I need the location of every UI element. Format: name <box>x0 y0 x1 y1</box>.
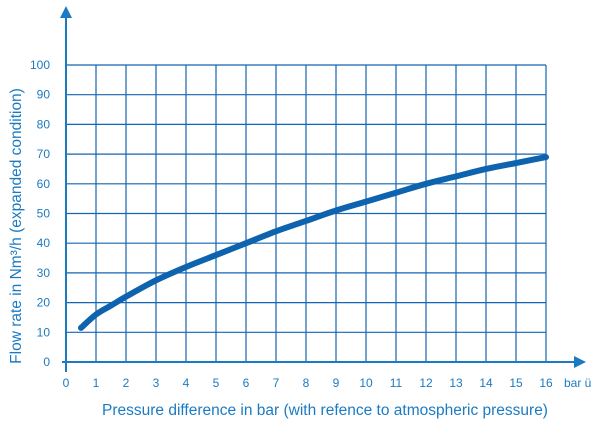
series-group <box>78 154 549 331</box>
x-tick-label: 13 <box>449 376 463 390</box>
x-tick-label: 2 <box>123 376 130 390</box>
y-tick-label: 30 <box>37 266 51 280</box>
y-tick-label: 100 <box>30 58 50 72</box>
y-tick-label: 80 <box>37 117 51 131</box>
x-tick-label: 5 <box>213 376 220 390</box>
x-unit-label: bar ü <box>564 376 591 390</box>
y-tick-label: 10 <box>37 325 51 339</box>
y-tick-label: 40 <box>37 236 51 250</box>
x-tick-label: 4 <box>183 376 190 390</box>
grid <box>65 64 547 363</box>
y-tick-label: 50 <box>37 207 51 221</box>
x-axis-title: Pressure difference in bar (with refence… <box>102 402 548 419</box>
y-tick-label: 90 <box>37 88 51 102</box>
x-tick-label: 16 <box>539 376 553 390</box>
x-tick-label: 6 <box>243 376 250 390</box>
x-tick-label: 7 <box>273 376 280 390</box>
x-tick-label: 11 <box>390 376 403 390</box>
y-tick-label: 70 <box>37 147 51 161</box>
y-tick-label: 0 <box>43 355 50 369</box>
y-tick-labels: 0 10 20 30 40 50 60 70 80 90 100 <box>30 58 50 369</box>
x-tick-label: 0 <box>63 376 70 390</box>
y-axis-title: Flow rate in Nm³/h (expanded condition) <box>8 88 25 364</box>
x-tick-label: 3 <box>153 376 160 390</box>
x-tick-label: 8 <box>303 376 310 390</box>
y-tick-label: 60 <box>37 177 51 191</box>
flow-rate-curve <box>78 154 549 331</box>
x-tick-label: 1 <box>93 376 100 390</box>
x-tick-label: 10 <box>359 376 373 390</box>
x-tick-label: 15 <box>509 376 523 390</box>
x-tick-label: 12 <box>419 376 433 390</box>
y-tick-label: 20 <box>37 296 51 310</box>
x-tick-labels: 0 1 2 3 4 5 6 7 8 9 10 11 12 13 14 15 16 <box>63 376 553 390</box>
x-tick-label: 9 <box>333 376 340 390</box>
axes <box>60 6 586 372</box>
x-tick-label: 14 <box>479 376 493 390</box>
